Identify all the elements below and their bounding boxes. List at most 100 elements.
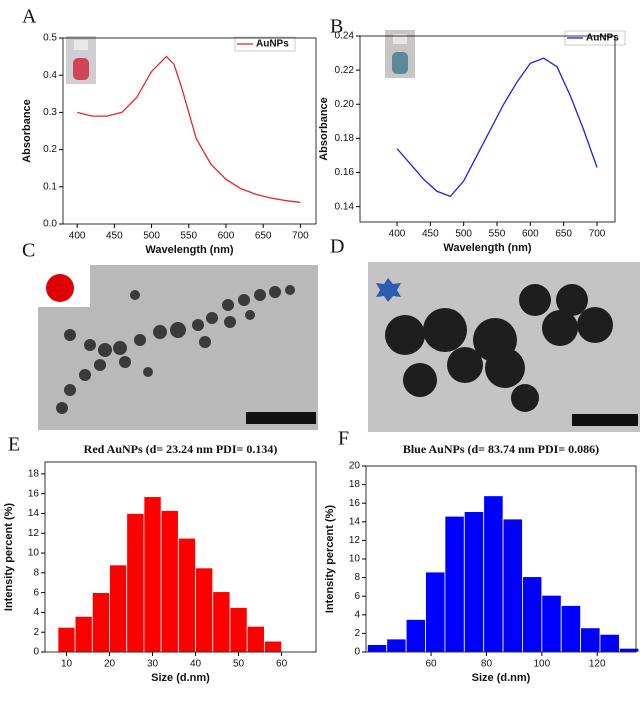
y-tick-label: 0 bbox=[33, 647, 39, 658]
x-tick-label: 650 bbox=[255, 231, 272, 242]
y-tick-label: 14 bbox=[28, 508, 40, 519]
y-tick-label: 0.4 bbox=[43, 70, 57, 81]
y-tick-label: 14 bbox=[349, 516, 361, 527]
panel-label: D bbox=[330, 236, 344, 258]
panel-label: F bbox=[338, 428, 349, 450]
y-tick-label: 10 bbox=[28, 548, 40, 559]
bar bbox=[560, 605, 582, 653]
bar bbox=[91, 592, 110, 653]
bar bbox=[366, 644, 388, 653]
x-tick-label: 450 bbox=[106, 231, 123, 242]
bar bbox=[57, 626, 76, 653]
y-axis-label: Intensity percent (%) bbox=[324, 505, 336, 614]
x-tick-label: 550 bbox=[180, 231, 197, 242]
y-tick-label: 0.22 bbox=[335, 65, 355, 76]
x-tick-label: 60 bbox=[426, 659, 438, 670]
y-axis-label: Intensity percent (%) bbox=[3, 503, 15, 612]
x-axis-label: Size (d.nm) bbox=[151, 672, 210, 684]
panel-label: B bbox=[330, 16, 343, 38]
legend-box bbox=[234, 36, 296, 52]
data-line bbox=[396, 57, 598, 198]
y-tick-label: 0.2 bbox=[43, 144, 57, 155]
panel-label: A bbox=[22, 6, 37, 28]
y-tick-label: 2 bbox=[354, 628, 360, 639]
y-tick-label: 10 bbox=[349, 554, 361, 565]
x-axis-label: Size (d.nm) bbox=[472, 672, 531, 684]
bar bbox=[126, 513, 145, 653]
y-tick-label: 4 bbox=[354, 609, 360, 620]
y-tick-label: 0.5 bbox=[43, 33, 57, 44]
bar bbox=[263, 640, 282, 653]
x-tick-label: 400 bbox=[69, 231, 86, 242]
bar bbox=[580, 627, 601, 653]
y-tick-label: 4 bbox=[33, 607, 39, 618]
x-tick-label: 30 bbox=[147, 659, 159, 670]
y-tick-label: 0 bbox=[354, 647, 360, 658]
y-tick-label: 0.1 bbox=[43, 181, 57, 192]
data-line bbox=[76, 55, 301, 204]
y-tick-label: 0.3 bbox=[43, 107, 57, 118]
x-tick-label: 700 bbox=[589, 229, 606, 240]
bar bbox=[425, 571, 446, 653]
bar bbox=[109, 564, 128, 653]
x-tick-label: 20 bbox=[104, 659, 116, 670]
axes-frame bbox=[359, 35, 616, 223]
x-axis-label: Wavelength (nm) bbox=[443, 242, 532, 254]
x-tick-label: 10 bbox=[61, 659, 73, 670]
x-tick-label: 700 bbox=[292, 231, 309, 242]
bar bbox=[74, 615, 93, 653]
axes-frame bbox=[62, 37, 317, 225]
y-tick-label: 12 bbox=[349, 535, 361, 546]
chart-title: Red AuNPs (d= 23.24 nm PDI= 0.134) bbox=[84, 442, 278, 456]
x-tick-label: 550 bbox=[489, 229, 506, 240]
bar bbox=[246, 625, 265, 653]
vial-inset bbox=[66, 36, 96, 84]
tem-image bbox=[368, 262, 640, 432]
bar bbox=[160, 510, 179, 653]
axes-frame bbox=[44, 461, 317, 653]
bar bbox=[444, 515, 465, 653]
x-tick-label: 650 bbox=[555, 229, 572, 240]
x-tick-label: 400 bbox=[389, 229, 406, 240]
y-tick-label: 20 bbox=[349, 461, 361, 472]
y-tick-label: 0.0 bbox=[43, 219, 57, 230]
x-tick-label: 50 bbox=[233, 659, 245, 670]
y-tick-label: 6 bbox=[33, 587, 39, 598]
x-tick-label: 80 bbox=[481, 659, 493, 670]
y-axis-label: Absorbance bbox=[318, 97, 330, 161]
bar bbox=[483, 495, 504, 653]
y-tick-label: 12 bbox=[28, 528, 40, 539]
y-axis-label: Absorbance bbox=[21, 99, 33, 163]
y-tick-label: 0.14 bbox=[335, 201, 355, 212]
bar bbox=[463, 511, 485, 653]
y-tick-label: 6 bbox=[354, 591, 360, 602]
bar bbox=[143, 496, 162, 653]
x-tick-label: 40 bbox=[190, 659, 202, 670]
legend-label: AuNPs bbox=[586, 33, 619, 44]
legend-box bbox=[564, 30, 626, 46]
legend-label: AuNPs bbox=[256, 39, 289, 50]
y-tick-label: 0.24 bbox=[335, 31, 355, 42]
bar bbox=[541, 594, 562, 653]
panel-label: E bbox=[8, 434, 20, 456]
x-tick-label: 450 bbox=[422, 229, 439, 240]
vial-inset bbox=[385, 30, 415, 78]
y-tick-label: 18 bbox=[28, 469, 40, 480]
bar bbox=[212, 591, 231, 653]
bar bbox=[522, 576, 543, 653]
y-tick-label: 0.18 bbox=[335, 133, 355, 144]
x-tick-label: 120 bbox=[589, 659, 606, 670]
y-tick-label: 0.16 bbox=[335, 167, 355, 178]
y-tick-label: 18 bbox=[349, 479, 361, 490]
axes-frame bbox=[365, 465, 637, 653]
bar bbox=[599, 633, 620, 653]
bar bbox=[405, 619, 426, 653]
x-axis-label: Wavelength (nm) bbox=[145, 244, 234, 256]
x-tick-label: 500 bbox=[143, 231, 160, 242]
panel-label: C bbox=[22, 240, 35, 262]
x-tick-label: 100 bbox=[534, 659, 551, 670]
bar bbox=[502, 518, 523, 653]
bar bbox=[229, 607, 248, 653]
